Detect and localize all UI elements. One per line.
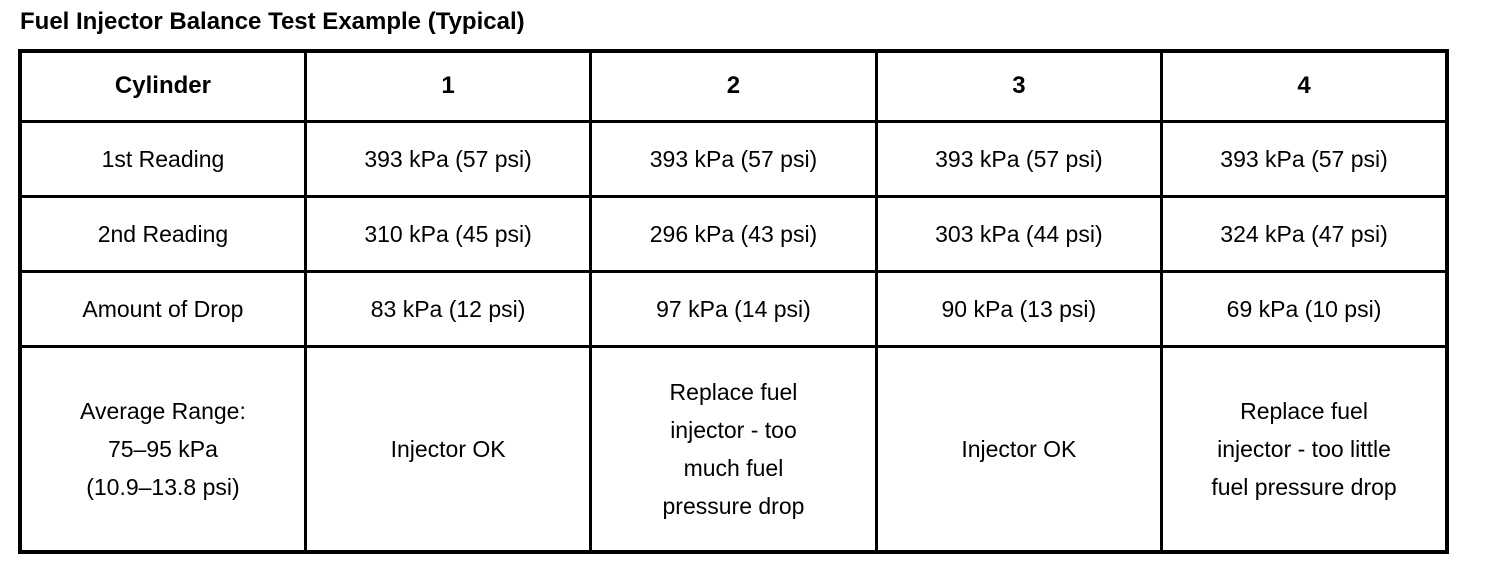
row-label-1st-reading: 1st Reading	[18, 119, 307, 198]
cell-1st-reading-cyl-2: 393 kPa (57 psi)	[589, 119, 878, 198]
cell-1st-reading-cyl-1: 393 kPa (57 psi)	[303, 119, 593, 198]
cell-verdict-cyl-4: Replace fuel injector - too little fuel …	[1160, 344, 1449, 554]
cell-2nd-reading-cyl-2: 296 kPa (43 psi)	[589, 194, 878, 273]
cell-2nd-reading-cyl-3: 303 kPa (44 psi)	[874, 194, 1164, 273]
table-row-2nd-reading: 2nd Reading 310 kPa (45 psi) 296 kPa (43…	[18, 194, 1449, 273]
cell-1st-reading-cyl-3: 393 kPa (57 psi)	[874, 119, 1164, 198]
row-label-average-range: Average Range: 75–95 kPa (10.9–13.8 psi)	[18, 344, 307, 554]
table-row-amount-of-drop: Amount of Drop 83 kPa (12 psi) 97 kPa (1…	[18, 269, 1449, 348]
page-title: Fuel Injector Balance Test Example (Typi…	[20, 8, 525, 35]
column-header-cyl-4: 4	[1160, 49, 1449, 123]
cell-drop-cyl-2: 97 kPa (14 psi)	[589, 269, 878, 348]
column-header-cyl-3: 3	[874, 49, 1164, 123]
table-header-row: Cylinder 1 2 3 4	[18, 49, 1449, 123]
column-header-cyl-2: 2	[589, 49, 878, 123]
cell-drop-cyl-3: 90 kPa (13 psi)	[874, 269, 1164, 348]
row-label-amount-of-drop: Amount of Drop	[18, 269, 307, 348]
row-label-2nd-reading: 2nd Reading	[18, 194, 307, 273]
cell-verdict-cyl-3: Injector OK	[874, 344, 1164, 554]
cell-drop-cyl-4: 69 kPa (10 psi)	[1160, 269, 1449, 348]
column-header-cylinder: Cylinder	[18, 49, 307, 123]
cell-verdict-cyl-1: Injector OK	[303, 344, 593, 554]
cell-drop-cyl-1: 83 kPa (12 psi)	[303, 269, 593, 348]
table-row-average-range-verdicts: Average Range: 75–95 kPa (10.9–13.8 psi)…	[18, 344, 1449, 554]
cell-1st-reading-cyl-4: 393 kPa (57 psi)	[1160, 119, 1449, 198]
cell-2nd-reading-cyl-4: 324 kPa (47 psi)	[1160, 194, 1449, 273]
column-header-cyl-1: 1	[303, 49, 593, 123]
table-row-1st-reading: 1st Reading 393 kPa (57 psi) 393 kPa (57…	[18, 119, 1449, 198]
document: Fuel Injector Balance Test Example (Typi…	[18, 8, 1449, 554]
fuel-injector-balance-table: Cylinder 1 2 3 4 1st Reading 393 kPa (57…	[18, 49, 1449, 554]
cell-2nd-reading-cyl-1: 310 kPa (45 psi)	[303, 194, 593, 273]
cell-verdict-cyl-2: Replace fuel injector - too much fuel pr…	[589, 344, 878, 554]
